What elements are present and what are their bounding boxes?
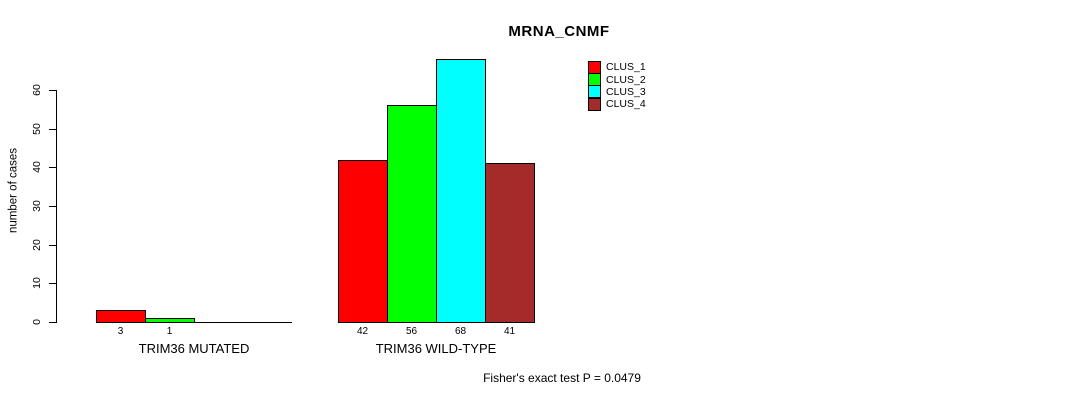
bar-clus_1 <box>96 310 146 323</box>
bar-clus_2 <box>145 318 195 323</box>
bar-clus_4 <box>485 163 535 323</box>
legend: CLUS_1 CLUS_2 CLUS_3 CLUS_4 <box>588 60 646 111</box>
legend-swatch-icon <box>588 97 601 111</box>
y-axis-tick-label: 20 <box>31 239 43 251</box>
bar-clus_3 <box>436 59 486 323</box>
y-axis-line <box>56 90 57 323</box>
legend-swatch-icon <box>588 60 601 74</box>
legend-label: CLUS_3 <box>606 85 646 98</box>
category-label: TRIM36 WILD-TYPE <box>375 341 497 356</box>
legend-item: CLUS_2 <box>588 73 646 87</box>
y-axis-tick-label: 0 <box>31 319 43 325</box>
bar-clus_2 <box>387 105 437 323</box>
legend-label: CLUS_2 <box>606 73 646 86</box>
y-axis-tick <box>49 245 56 246</box>
y-axis-tick-label: 40 <box>31 161 43 173</box>
bar-value-label: 41 <box>503 326 516 337</box>
bar-clus_1 <box>338 160 388 323</box>
y-axis-tick <box>49 206 56 207</box>
y-axis-label: number of cases <box>7 148 20 234</box>
legend-item: CLUS_3 <box>588 85 646 99</box>
legend-label: CLUS_1 <box>606 61 646 74</box>
y-axis-tick <box>49 322 56 323</box>
bar-value-label: 1 <box>166 326 173 337</box>
legend-item: CLUS_4 <box>588 97 646 111</box>
annotation-text: Fisher's exact test P = 0.0479 <box>483 371 641 385</box>
legend-swatch-icon <box>588 73 601 87</box>
bar-value-label: 56 <box>405 326 418 337</box>
y-axis-tick-label: 60 <box>31 84 43 96</box>
y-axis-tick-label: 30 <box>31 200 43 212</box>
category-label: TRIM36 MUTATED <box>138 341 250 356</box>
chart-title: MRNA_CNMF <box>508 23 610 40</box>
bar-value-label: 3 <box>117 326 124 337</box>
legend-label: CLUS_4 <box>606 98 646 111</box>
legend-swatch-icon <box>588 85 601 99</box>
legend-item: CLUS_1 <box>588 60 646 74</box>
y-axis-tick <box>49 90 56 91</box>
y-axis-tick <box>49 129 56 130</box>
bar-value-label: 42 <box>356 326 369 337</box>
y-axis-tick <box>49 283 56 284</box>
y-axis-tick-label: 50 <box>31 123 43 135</box>
y-axis-tick <box>49 167 56 168</box>
bar-value-label: 68 <box>454 326 467 337</box>
y-axis-tick-label: 10 <box>31 277 43 289</box>
